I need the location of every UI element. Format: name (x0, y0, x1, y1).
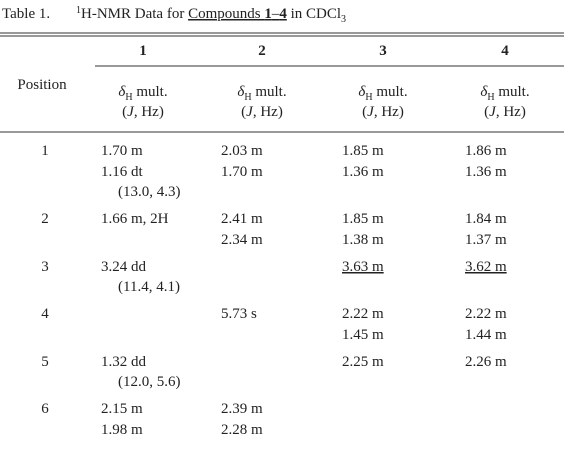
unit: , Hz) (134, 104, 164, 120)
title-first: 1 (264, 6, 272, 22)
title-text: H-NMR Data for (81, 6, 188, 22)
cell-value: 2.39 m (221, 401, 263, 417)
column-unit: (J, Hz) (484, 104, 526, 120)
paren: ( (241, 104, 246, 120)
position: 1 (41, 143, 49, 159)
cell-value: 2.25 m (342, 354, 384, 370)
delta-sub: H (125, 92, 132, 103)
cell-value: 2.03 m (221, 143, 263, 159)
cell-coupling: (11.4, 4.1) (118, 279, 180, 295)
table-label: Table 1. (2, 6, 50, 22)
delta-sub: H (487, 92, 494, 103)
delta-symbol: δ (118, 84, 126, 100)
cell-value: 2.34 m (221, 232, 263, 248)
mult: mult. (252, 84, 287, 100)
cell-coupling: (13.0, 4.3) (118, 184, 181, 200)
cell-value: 2.26 m (465, 354, 507, 370)
cell-value: 1.85 m (342, 143, 384, 159)
cell-value: 1.32 dd (101, 354, 147, 370)
unit: , Hz) (374, 104, 404, 120)
column-subheader: δH mult. (480, 84, 529, 103)
cell-value: 3.24 dd (101, 259, 147, 275)
coupling: J (246, 104, 254, 120)
cell-coupling: (12.0, 5.6) (118, 374, 181, 390)
mult: mult. (373, 84, 408, 100)
cell-value: 1.38 m (342, 232, 384, 248)
column-label: 4 (501, 43, 509, 59)
position: 6 (41, 401, 49, 417)
column-unit: (J, Hz) (362, 104, 404, 120)
column-subheader: δH mult. (237, 84, 286, 103)
table-title: 1H-NMR Data for Compounds 1–4 in CDCl3 (76, 5, 346, 25)
column-unit: (J, Hz) (122, 104, 164, 120)
cell-value: 2.41 m (221, 211, 263, 227)
title-after: in CDCl (287, 6, 341, 22)
title-sup: 1 (76, 5, 81, 16)
position: 4 (41, 306, 49, 322)
cell-value: 1.45 m (342, 327, 384, 343)
cell-value: 1.86 m (465, 143, 507, 159)
cell-value: 2.22 m (342, 306, 384, 322)
unit: , Hz) (253, 104, 283, 120)
paren: ( (484, 104, 489, 120)
cell-value: 1.98 m (101, 422, 143, 438)
cell-value: 1.16 dt (101, 164, 144, 180)
cell-value: 5.73 s (221, 306, 257, 322)
delta-symbol: δ (237, 84, 245, 100)
title-sub: 3 (341, 14, 346, 25)
cell-value: 1.70 m (221, 164, 263, 180)
column-label: 1 (139, 43, 147, 59)
cell-value: 1.36 m (465, 164, 507, 180)
delta-sub: H (244, 92, 251, 103)
cell-value: 3.63 m (342, 259, 384, 275)
column-label: 3 (379, 43, 387, 59)
cell-value: 1.70 m (101, 143, 143, 159)
paren: ( (362, 104, 367, 120)
cell-value: 1.36 m (342, 164, 384, 180)
delta-sub: H (365, 92, 372, 103)
cell-value: 2.22 m (465, 306, 507, 322)
mult: mult. (495, 84, 530, 100)
cell-value: 1.84 m (465, 211, 507, 227)
delta-symbol: δ (358, 84, 366, 100)
coupling: J (127, 104, 135, 120)
position: 3 (41, 259, 49, 275)
title-dash: – (271, 6, 280, 22)
column-unit: (J, Hz) (241, 104, 283, 120)
cell-value: 1.37 m (465, 232, 507, 248)
mult: mult. (133, 84, 168, 100)
unit: , Hz) (496, 104, 526, 120)
coupling: J (367, 104, 375, 120)
title-compounds: Compounds (188, 6, 264, 22)
position: 5 (41, 354, 49, 370)
cell-value: 3.62 m (465, 259, 507, 275)
delta-symbol: δ (480, 84, 488, 100)
cell-value: 1.85 m (342, 211, 384, 227)
coupling: J (489, 104, 497, 120)
column-label: 2 (258, 43, 266, 59)
title-last: 4 (279, 6, 287, 22)
position: 2 (41, 211, 49, 227)
column-subheader: δH mult. (358, 84, 407, 103)
cell-value: 2.28 m (221, 422, 263, 438)
column-subheader: δH mult. (118, 84, 167, 103)
cell-value: 1.44 m (465, 327, 507, 343)
position-header: Position (17, 77, 67, 93)
cell-value: 1.66 m, 2H (101, 211, 169, 227)
cell-value: 2.15 m (101, 401, 143, 417)
paren: ( (122, 104, 127, 120)
